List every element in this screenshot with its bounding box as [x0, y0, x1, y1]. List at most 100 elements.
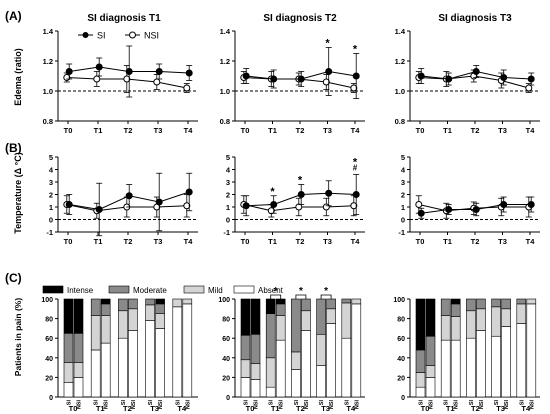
x-tick-label: T1	[94, 237, 103, 246]
point-si	[417, 209, 425, 217]
bar-label: SI	[269, 400, 275, 406]
point-si	[95, 206, 103, 213]
bar-segment-absent	[415, 386, 426, 398]
x-tick-label: T3	[154, 237, 163, 246]
y-tick-label: 3	[49, 178, 53, 187]
bar-label: NSI	[529, 400, 535, 410]
bar-segment-mild	[145, 304, 155, 321]
line-panel-a-2: 0.8 1.0 1.2 1.4 T0 T1 T2 T3 T4 * *	[220, 27, 365, 135]
bar-label: NSI	[185, 400, 191, 410]
bar-label: SI	[519, 400, 525, 406]
y-tick-label: 4	[401, 166, 406, 175]
y-tick-label: 1.4	[43, 27, 54, 36]
point-si	[325, 189, 333, 197]
group-label: T3	[496, 404, 505, 413]
point-si	[352, 72, 360, 80]
point-si	[125, 192, 133, 200]
x-tick-label: T4	[351, 237, 361, 246]
legend-moderate-label: Moderate	[133, 286, 167, 295]
y-tick-label: 80	[222, 317, 230, 324]
bar-segment-intense	[100, 298, 111, 305]
bar-segment-mild	[172, 298, 183, 308]
bar-segment-intense	[63, 298, 74, 334]
bar-segment-absent	[155, 328, 165, 398]
x-tick-label: T2	[471, 126, 480, 135]
legend-mild-label: Mild	[208, 286, 223, 295]
bar-segment-intense	[155, 298, 165, 305]
x-tick-label: T0	[64, 126, 73, 135]
column-title-3: SI diagnosis T3	[438, 13, 512, 24]
point-si	[527, 75, 535, 83]
point-nsi	[322, 78, 330, 86]
point-si	[500, 74, 508, 81]
bar-label: SI	[344, 400, 350, 406]
ylabel-edema: Edema (ratio)	[13, 48, 23, 106]
group-label: T1	[271, 404, 280, 413]
x-tick-label: T3	[154, 126, 163, 135]
bar-segment-absent	[182, 303, 193, 398]
bar-segment-moderate	[450, 303, 461, 317]
bar-segment-absent	[250, 379, 261, 398]
y-tick-label: 2	[49, 191, 53, 200]
y-tick-label: 100	[218, 297, 230, 304]
significance-marker: *	[353, 44, 358, 56]
point-si	[417, 72, 425, 80]
group-label: T4	[346, 404, 356, 413]
x-tick-label: T2	[471, 237, 480, 246]
bar-segment-absent	[351, 303, 362, 398]
bar-segment-mild	[265, 357, 276, 388]
bar-label: NSI	[77, 400, 83, 410]
y-tick-label: 1.0	[43, 87, 53, 96]
bar-segment-mild	[301, 310, 311, 331]
legend-nsi-marker	[129, 31, 136, 39]
bar-segment-mild	[476, 308, 486, 331]
column-title-1: SI diagnosis T1	[87, 13, 161, 24]
bar-segment-mild	[240, 359, 251, 378]
line-panel-a-1: 0.8 1.0 1.2 1.4 T0 T1 T2 T3 T4	[43, 27, 198, 135]
y-tick-label: 5	[401, 153, 405, 162]
point-nsi	[93, 75, 101, 83]
bar-segment-moderate	[491, 298, 501, 308]
line-panel-b-3: -1 0 1 2 3 4 5 T0 T1 T2 T3 T4	[398, 153, 540, 246]
legend-absent-label: Absent	[258, 286, 284, 295]
bar-segment-mild	[316, 333, 326, 366]
bar-segment-absent	[516, 323, 527, 398]
significance-bracket	[270, 294, 282, 299]
bar-segment-mild	[118, 310, 128, 339]
point-si	[185, 69, 193, 77]
bar-segment-absent	[450, 339, 461, 398]
y-tick-label: 1.2	[43, 57, 53, 66]
bar-segment-moderate	[145, 298, 155, 306]
point-si	[155, 68, 163, 75]
legend-absent-swatch	[233, 285, 255, 294]
bar-segment-mild	[516, 303, 527, 324]
y-tick-label: 40	[222, 356, 230, 363]
x-tick-label: T0	[241, 126, 250, 135]
y-tick-label: 100	[393, 297, 405, 304]
bar-segment-moderate	[415, 349, 426, 373]
y-tick-label: 0.8	[220, 117, 230, 126]
legend-si-label: SI	[97, 31, 106, 41]
y-tick-label: -1	[46, 228, 53, 237]
significance-marker: *	[324, 286, 328, 297]
bar-label: SI	[444, 400, 450, 406]
bar-label: NSI	[279, 400, 285, 410]
y-tick-label: 0.8	[43, 117, 53, 126]
bar-segment-moderate	[326, 298, 336, 310]
point-si	[472, 68, 480, 75]
bar-segment-intense	[240, 298, 251, 336]
y-tick-label: 4	[226, 166, 231, 175]
point-si	[527, 201, 535, 208]
group-label: T1	[96, 404, 105, 413]
bar-label: SI	[469, 400, 475, 406]
bar-segment-absent	[73, 377, 84, 398]
group-label: T3	[150, 404, 159, 413]
y-tick-label: 1.2	[220, 57, 230, 66]
bar-segment-moderate	[63, 332, 74, 363]
point-si	[297, 191, 305, 198]
point-si	[95, 63, 103, 71]
bar-segment-intense	[265, 298, 276, 314]
